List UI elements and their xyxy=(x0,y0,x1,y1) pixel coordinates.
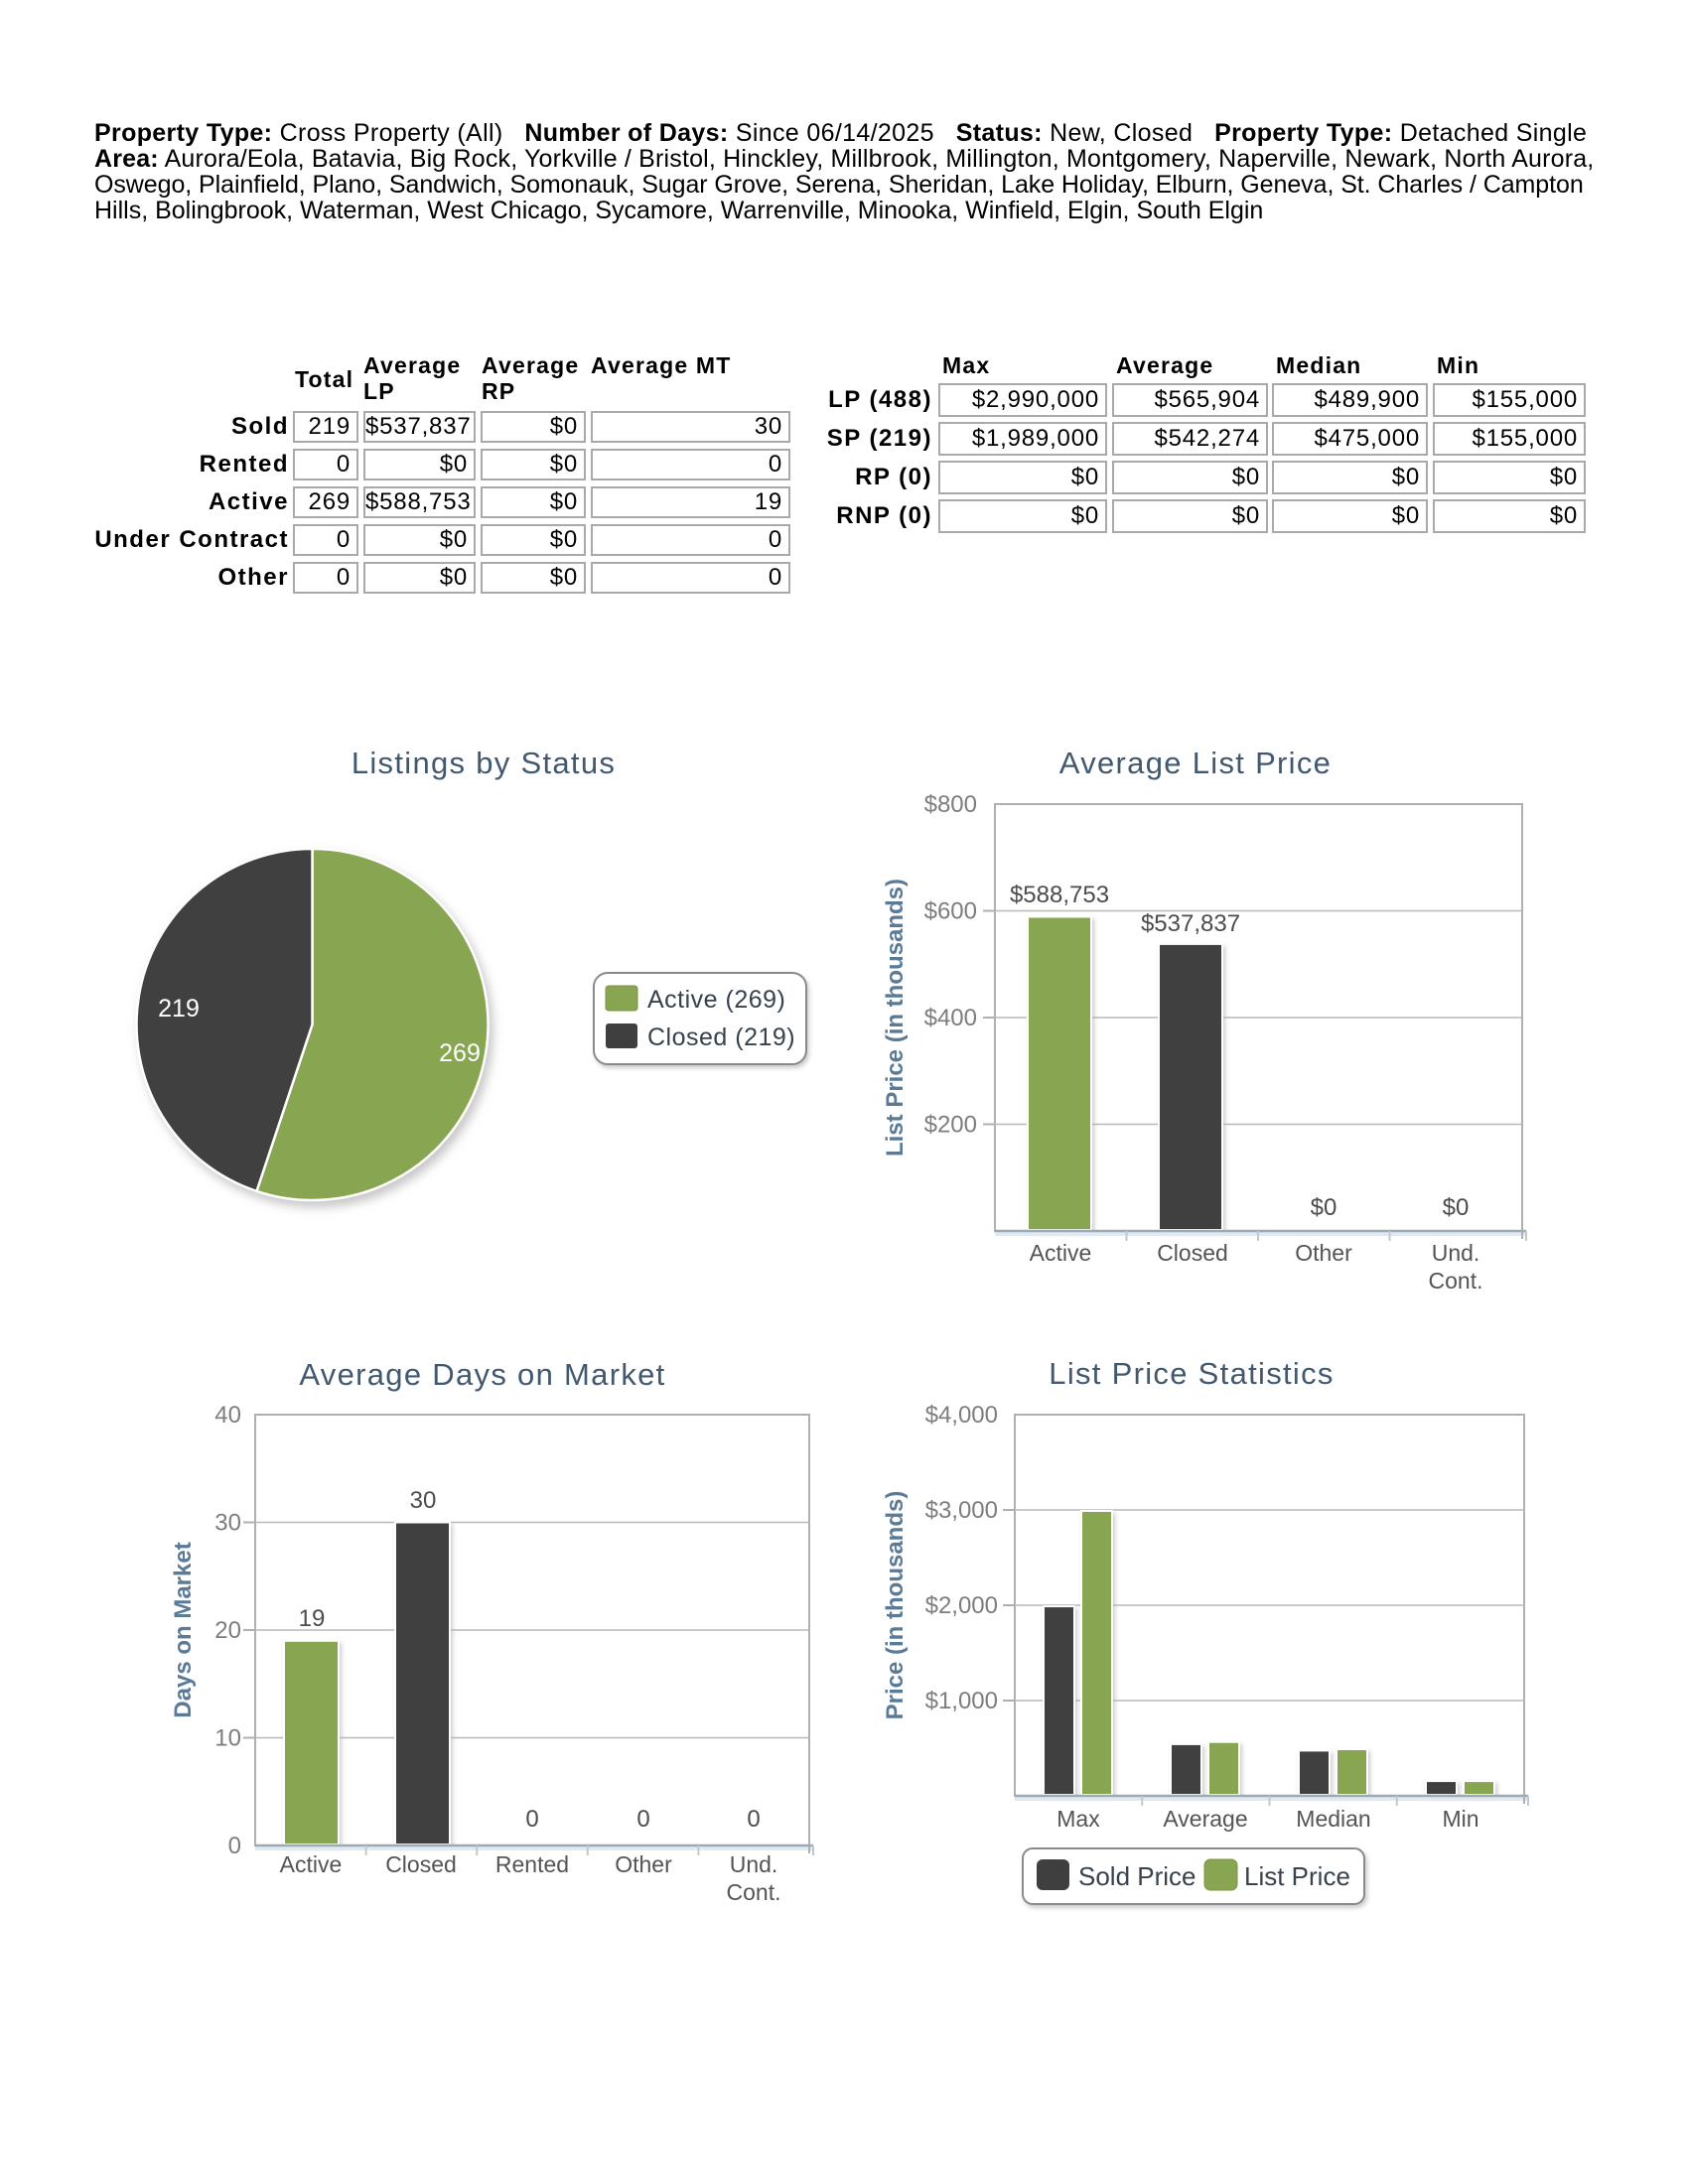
svg-text:0: 0 xyxy=(228,1833,241,1859)
svg-text:$600: $600 xyxy=(924,898,977,925)
svg-text:$800: $800 xyxy=(924,791,977,818)
svg-text:Closed (219): Closed (219) xyxy=(647,1024,795,1051)
svg-text:Average: Average xyxy=(1163,1806,1247,1832)
svg-text:Closed: Closed xyxy=(385,1851,457,1877)
svg-text:Other: Other xyxy=(615,1851,672,1877)
svg-text:$400: $400 xyxy=(924,1005,977,1031)
svg-text:Active: Active xyxy=(280,1851,343,1877)
svg-text:$2,000: $2,000 xyxy=(925,1592,998,1619)
svg-text:Median: Median xyxy=(1296,1806,1370,1832)
svg-text:Price (in thousands): Price (in thousands) xyxy=(882,1491,909,1720)
svg-text:40: 40 xyxy=(214,1402,241,1429)
svg-text:30: 30 xyxy=(214,1510,241,1537)
svg-text:List Price (in thousands): List Price (in thousands) xyxy=(882,879,909,1157)
svg-text:Average Days on Market: Average Days on Market xyxy=(299,1357,665,1392)
svg-text:Cont.: Cont. xyxy=(727,1879,781,1905)
svg-text:Und.: Und. xyxy=(730,1851,778,1877)
svg-text:Listings by Status: Listings by Status xyxy=(352,746,616,780)
svg-text:$537,837: $537,837 xyxy=(1141,910,1240,937)
svg-text:30: 30 xyxy=(410,1487,437,1514)
svg-text:$1,000: $1,000 xyxy=(925,1688,998,1714)
svg-text:$588,753: $588,753 xyxy=(1010,882,1109,908)
svg-text:219: 219 xyxy=(158,995,200,1023)
svg-text:List Price Statistics: List Price Statistics xyxy=(1049,1356,1334,1391)
svg-text:Active (269): Active (269) xyxy=(647,986,785,1014)
svg-text:Und.: Und. xyxy=(1432,1240,1480,1266)
svg-text:Rented: Rented xyxy=(495,1851,569,1877)
svg-text:Days on Market: Days on Market xyxy=(170,1542,197,1717)
svg-text:Average List Price: Average List Price xyxy=(1059,746,1332,780)
svg-text:Cont.: Cont. xyxy=(1429,1268,1483,1294)
svg-text:Max: Max xyxy=(1056,1806,1100,1832)
svg-text:Sold Price: Sold Price xyxy=(1078,1861,1196,1891)
svg-text:0: 0 xyxy=(747,1806,760,1833)
svg-text:269: 269 xyxy=(439,1039,481,1067)
svg-text:$4,000: $4,000 xyxy=(925,1402,998,1429)
svg-text:$3,000: $3,000 xyxy=(925,1497,998,1524)
svg-text:20: 20 xyxy=(214,1617,241,1644)
svg-text:Min: Min xyxy=(1442,1806,1478,1832)
svg-text:0: 0 xyxy=(525,1806,538,1833)
svg-text:$0: $0 xyxy=(1443,1194,1470,1221)
svg-text:Closed: Closed xyxy=(1157,1240,1228,1266)
svg-text:10: 10 xyxy=(214,1725,241,1752)
svg-text:0: 0 xyxy=(636,1806,649,1833)
svg-text:19: 19 xyxy=(299,1605,326,1632)
svg-text:Active: Active xyxy=(1030,1240,1092,1266)
svg-text:$0: $0 xyxy=(1311,1194,1337,1221)
svg-text:$200: $200 xyxy=(924,1112,977,1139)
svg-text:Other: Other xyxy=(1295,1240,1352,1266)
svg-text:List Price: List Price xyxy=(1244,1861,1350,1891)
